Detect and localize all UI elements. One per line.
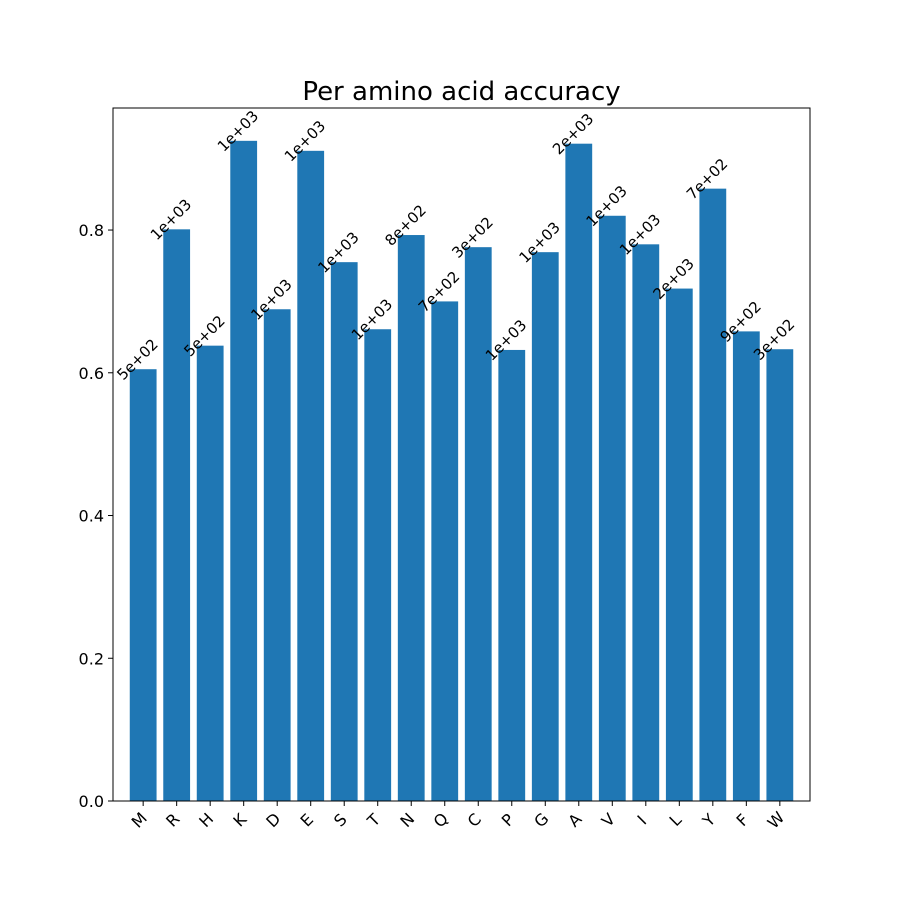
chart-title: Per amino acid accuracy [302, 77, 620, 107]
y-tick-label-0.4: 0.4 [79, 507, 104, 526]
x-tick-label-W: W [764, 808, 789, 833]
y-tick-label-0.8: 0.8 [79, 221, 104, 240]
x-tick-label-V: V [598, 809, 619, 830]
bars [129, 140, 794, 802]
y-tick-label-0.6: 0.6 [79, 364, 104, 383]
x-tick-label-F: F [732, 810, 752, 830]
x-tick-label-D: D [262, 809, 284, 831]
bar-D [263, 309, 291, 801]
bar-K [230, 140, 258, 801]
x-tick-label-P: P [498, 810, 519, 831]
bar-H [196, 345, 224, 801]
x-tick-label-T: T [363, 810, 384, 831]
y-tick-label-0.2: 0.2 [79, 649, 104, 668]
x-tick-label-C: C [464, 809, 485, 830]
bar-T [364, 329, 392, 801]
x-tick-label-H: H [195, 809, 217, 831]
bar-P [498, 349, 526, 801]
bar-M [129, 369, 157, 801]
bar-F [732, 331, 760, 801]
x-tick-label-K: K [229, 809, 250, 830]
bar-L [665, 288, 693, 801]
bar-I [632, 244, 660, 801]
bar-G [531, 252, 559, 801]
x-tick-label-G: G [530, 809, 552, 831]
x-tick-label-N: N [396, 809, 418, 831]
y-tick-label-0.0: 0.0 [79, 792, 104, 811]
x-tick-label-I: I [634, 812, 651, 829]
bar-C [464, 247, 492, 801]
bar-E [297, 150, 325, 801]
bar-V [598, 215, 626, 801]
y-axis: 0.0 0.2 0.4 0.6 0.8 [79, 221, 113, 811]
x-tick-label-M: M [128, 809, 151, 832]
x-tick-label-E: E [297, 810, 318, 831]
x-tick-label-A: A [564, 809, 585, 830]
plot-frame [112, 107, 811, 802]
bar-Y [699, 188, 727, 802]
bar-A [565, 143, 593, 801]
bar-S [330, 262, 358, 802]
x-tick-label-L: L [666, 810, 686, 830]
bar-R [163, 229, 191, 802]
bar-Q [431, 301, 459, 801]
x-tick-label-R: R [162, 809, 183, 830]
x-tick-label-S: S [330, 810, 351, 831]
x-tick-label-Q: Q [430, 809, 452, 831]
x-tick-label-Y: Y [698, 810, 719, 831]
bar-N [397, 235, 425, 802]
bar-W [766, 349, 794, 801]
